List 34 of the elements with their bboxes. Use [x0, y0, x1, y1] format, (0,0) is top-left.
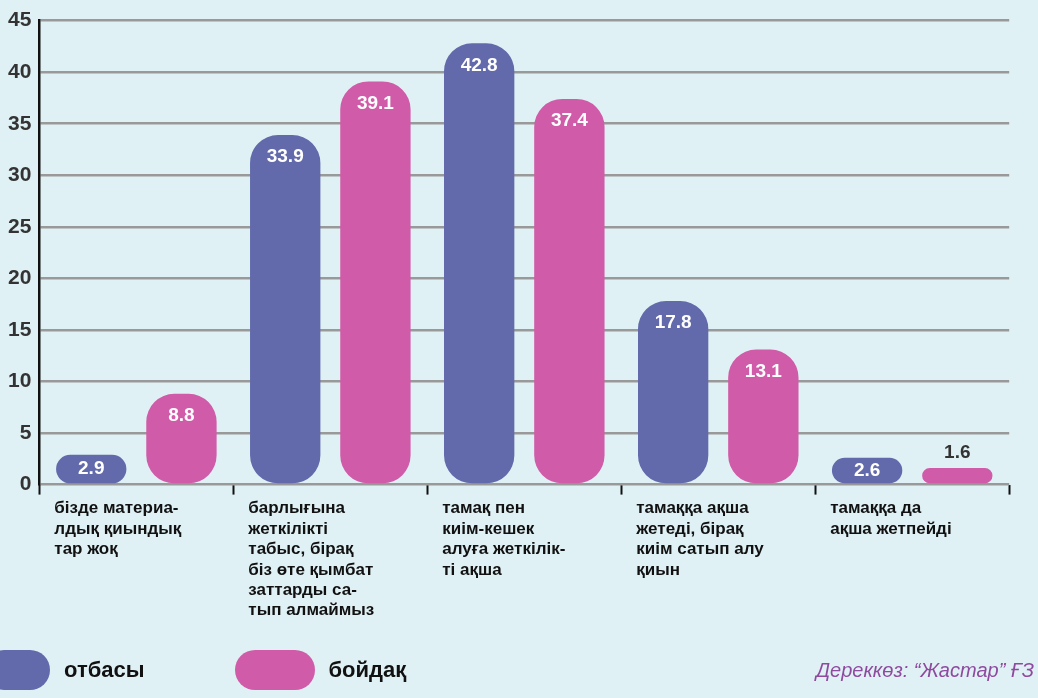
- legend-label: бойдақ: [328, 657, 407, 683]
- bar: [444, 43, 515, 484]
- x-tick-label: тамаққа да ақша жетпейді: [830, 498, 952, 538]
- bar: [340, 81, 411, 484]
- bar: [637, 301, 709, 484]
- bar: [922, 468, 993, 484]
- bar: [534, 98, 605, 484]
- legend-label: отбасы: [64, 657, 145, 683]
- data-label: 8.8: [168, 404, 195, 426]
- y-tick-label: 5: [19, 419, 32, 443]
- y-tick-label: 15: [8, 316, 32, 340]
- x-tick-label: барлығына жеткілікті табыс, бірақ біз өте қымбат заттарды са- тып алмаймыз: [247, 498, 375, 620]
- y-tick-label: 35: [8, 110, 32, 134]
- y-tick-label: 45: [8, 7, 32, 31]
- x-tick-label: тамақ пен киім-кешек алуға жеткілік- ті ақша: [442, 498, 566, 579]
- y-tick-label: 25: [8, 213, 32, 237]
- data-label: 37.4: [550, 109, 589, 131]
- bar: [250, 135, 321, 484]
- data-label: 13.1: [744, 359, 783, 381]
- x-tick-label: тамаққа ақша жетеді, бірақ киім сатып алу қиын: [635, 498, 765, 579]
- data-label: 33.9: [266, 145, 304, 167]
- y-tick-label: 40: [8, 58, 32, 82]
- data-label: 42.8: [460, 53, 498, 75]
- x-tick-label: бізде материа- лдық қиындық тар жоқ: [54, 498, 182, 559]
- data-label: 1.6: [944, 440, 971, 462]
- data-label: 2.9: [78, 457, 105, 479]
- text: Дереккөз: “Жастар” ҒЗ: [815, 658, 1034, 682]
- data-label: 17.8: [654, 311, 692, 333]
- data-label: 2.6: [853, 458, 881, 480]
- y-tick-label: 30: [8, 162, 32, 186]
- data-label: 39.1: [356, 91, 395, 113]
- y-tick-label: 20: [8, 265, 32, 289]
- y-tick-label: 0: [19, 471, 32, 495]
- y-tick-label: 10: [8, 368, 32, 392]
